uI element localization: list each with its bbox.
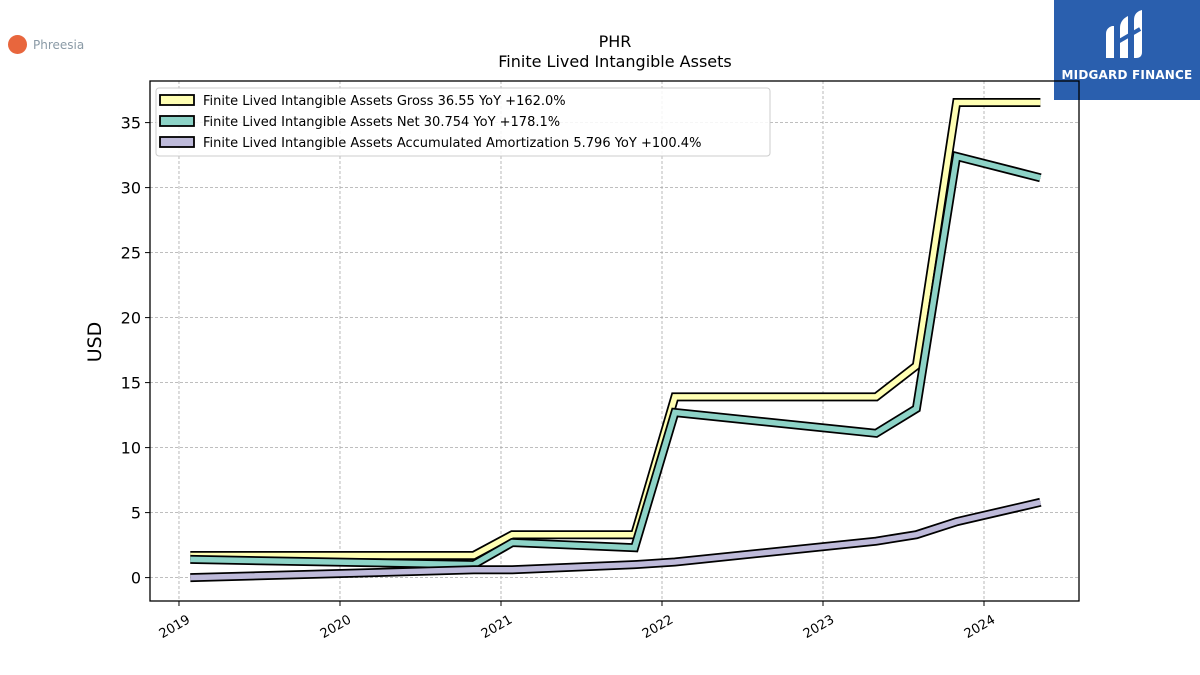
brand-mark-icon [1106,10,1142,58]
x-tick-label: 2021 [479,612,515,642]
y-tick-label: 0 [131,569,141,588]
series-line [190,499,1042,581]
legend-swatch [159,94,195,106]
x-tick-label: 2022 [640,612,676,642]
plot-frame [149,80,1080,602]
chart-subtitle: Finite Lived Intangible Assets [498,52,731,71]
series-layer [190,98,1042,583]
y-tick-label: 15 [121,374,141,393]
y-tick-label: 5 [131,504,141,523]
brand-name: MIDGARD FINANCE [1061,68,1193,82]
brand-logo: MIDGARD FINANCE [1054,0,1200,100]
series-line-outline [190,98,1041,560]
legend-label: Finite Lived Intangible Assets Net 30.75… [203,115,560,130]
company-logo-icon [8,35,27,54]
x-tick-label: 2020 [318,612,354,642]
x-tick-label: 2023 [801,612,837,642]
series-line [190,152,1042,568]
y-tick-label: 10 [121,439,141,458]
legend-label: Finite Lived Intangible Assets Gross 36.… [203,94,566,109]
legend-swatch [159,136,195,148]
legend-box [155,87,771,157]
legend-label: Finite Lived Intangible Assets Accumulat… [203,136,701,151]
y-tick-label: 30 [121,179,141,198]
y-tick-label: 20 [121,309,141,328]
company-logo: Phreesia [8,35,84,54]
company-name: Phreesia [33,37,85,52]
series-line [190,99,1041,559]
y-axis-label: USD [84,322,106,363]
x-tick-label: 2019 [157,612,193,642]
y-tick-label: 25 [121,244,141,263]
y-tick-label: 35 [121,114,141,133]
legend: Finite Lived Intangible Assets Gross 36.… [155,87,771,157]
chart-title: PHR [599,32,632,51]
legend-swatch [159,115,195,127]
x-tick-label: 2024 [962,612,998,642]
